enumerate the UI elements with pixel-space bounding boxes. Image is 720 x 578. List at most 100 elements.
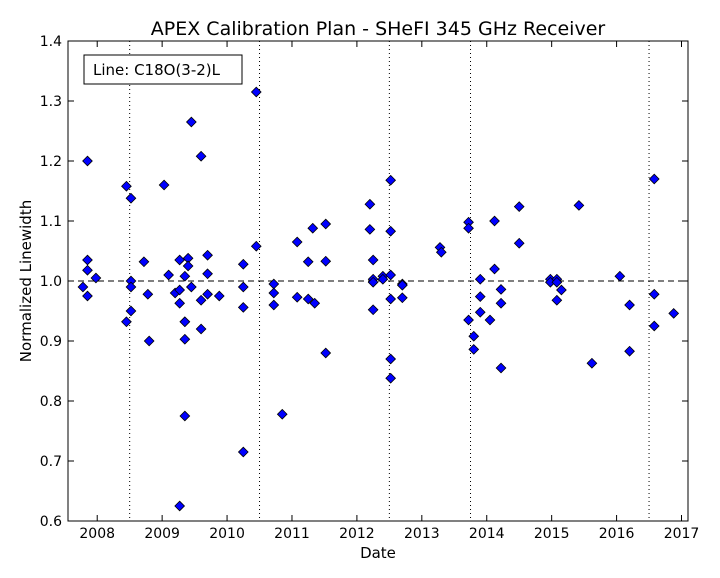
x-tick-label: 2010 (209, 526, 245, 542)
data-point (624, 345, 635, 357)
data-point (77, 281, 89, 293)
data-point (385, 372, 397, 384)
data-point (364, 198, 376, 210)
data-point (648, 173, 660, 185)
data-point (309, 297, 321, 309)
data-point (648, 320, 660, 332)
y-tick-label: 0.7 (40, 454, 62, 470)
data-point (385, 269, 397, 281)
data-point (202, 249, 213, 261)
data-point (185, 116, 197, 128)
data-point (179, 316, 191, 328)
data-point (202, 288, 213, 300)
data-point (90, 272, 102, 284)
data-point (158, 179, 170, 191)
legend-box (83, 54, 243, 85)
data-point (213, 290, 225, 302)
x-tick-label: 2011 (274, 526, 310, 542)
data-points (77, 86, 680, 512)
data-point (185, 281, 197, 293)
data-point (495, 362, 507, 374)
data-point (614, 270, 626, 282)
data-point (174, 500, 186, 512)
y-tick-label: 0.9 (40, 334, 62, 350)
data-point (195, 294, 207, 306)
data-point (142, 288, 154, 300)
data-point (174, 284, 186, 296)
data-point (302, 256, 314, 268)
data-point (668, 308, 680, 319)
data-point (468, 344, 480, 355)
y-axis-label: Normalized Linewidth (17, 200, 35, 362)
data-point (367, 254, 379, 266)
data-point (182, 260, 194, 272)
y-tick-label: 1.0 (40, 274, 62, 290)
data-point (237, 302, 249, 313)
data-point (484, 314, 496, 326)
data-point (474, 291, 486, 302)
data-point (586, 357, 598, 369)
data-point (125, 281, 137, 293)
data-point (463, 314, 474, 326)
x-tick-label: 2017 (664, 526, 700, 542)
data-point (125, 305, 137, 317)
data-point (250, 240, 262, 252)
data-point (396, 292, 408, 304)
data-point (174, 297, 186, 309)
data-point (435, 246, 447, 258)
data-point (237, 446, 249, 458)
data-point (237, 258, 249, 270)
x-axis-label: Date (360, 544, 396, 562)
data-point (385, 353, 397, 365)
data-point (268, 299, 280, 311)
data-point (143, 335, 155, 347)
data-point (138, 256, 150, 268)
data-point (125, 192, 137, 204)
data-point (179, 270, 191, 282)
data-point (513, 237, 525, 249)
y-tick-label: 0.8 (40, 394, 62, 410)
y-tick-label: 1.3 (40, 94, 62, 110)
data-point (474, 306, 486, 318)
data-point (495, 284, 507, 295)
data-point (268, 287, 280, 299)
data-point (121, 316, 132, 328)
data-point (195, 323, 207, 335)
data-point (489, 215, 500, 227)
data-point (624, 299, 635, 311)
y-tick-label: 1.4 (40, 34, 62, 50)
data-point (82, 290, 93, 302)
data-point (377, 273, 389, 285)
data-point (307, 222, 319, 234)
y-tick-label: 1.1 (40, 214, 62, 230)
data-point (291, 236, 303, 248)
x-tick-label: 2009 (144, 526, 180, 542)
data-point (237, 281, 249, 293)
y-tick-label: 0.6 (40, 514, 62, 530)
data-point (82, 264, 93, 276)
x-tick-label: 2008 (79, 526, 115, 542)
data-point (396, 279, 408, 291)
data-point (302, 293, 314, 305)
data-point (82, 254, 93, 266)
legend-text: Line: C18O(3-2)L (93, 61, 221, 79)
data-point (195, 150, 207, 162)
data-point (202, 268, 213, 280)
x-tick-label: 2015 (534, 526, 570, 542)
data-point (468, 330, 480, 342)
data-point (495, 297, 507, 309)
data-point (179, 333, 191, 345)
data-point (320, 218, 332, 230)
y-tick-label: 1.2 (40, 154, 62, 170)
x-tick-label: 2013 (404, 526, 440, 542)
data-point (551, 276, 563, 288)
axis-ticks: 0.6 0.7 0.8 0.9 1.0 1.1 1.2 1.3 1.4 2008 2009 2010 2… (40, 34, 700, 542)
data-point (364, 224, 376, 235)
data-point (250, 86, 262, 98)
data-point (320, 255, 332, 267)
data-point (163, 269, 174, 281)
data-point (385, 174, 397, 186)
data-point (121, 180, 132, 192)
data-point (367, 304, 379, 316)
